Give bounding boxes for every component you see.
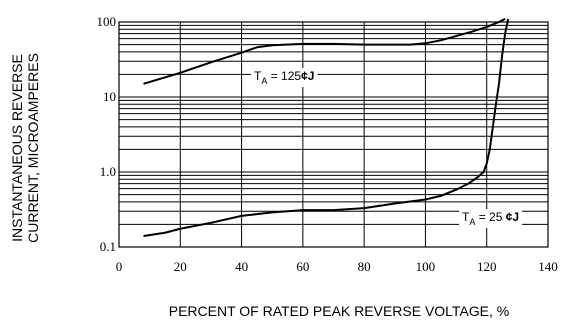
- x-tick-label: 120: [477, 259, 497, 274]
- plot-frame: [118, 21, 549, 248]
- annotation-25: TA = 25 ¢J: [459, 209, 523, 228]
- plot-border: [118, 21, 549, 248]
- y-axis-label-line-1: INSTANTANEOUS REVERSE: [9, 54, 25, 242]
- x-tick-label: 140: [538, 259, 558, 274]
- annotation-125: TA = 125¢J: [251, 68, 318, 87]
- annotation-25-text: TA = 25 ¢J: [462, 210, 519, 227]
- annotation-125-unit: ¢J: [301, 69, 314, 83]
- annotation-25-main: T: [462, 210, 470, 224]
- y-tick-label: 1.0: [100, 164, 116, 179]
- x-tick-label: 60: [296, 259, 309, 274]
- annotation-125-value: = 125: [267, 69, 301, 83]
- annotation-125-main: T: [254, 69, 262, 83]
- y-axis-label: INSTANTANEOUS REVERSE CURRENT, MICROAMPE…: [9, 53, 41, 243]
- x-tick-label: 40: [235, 259, 248, 274]
- x-axis-label: PERCENT OF RATED PEAK REVERSE VOLTAGE, %: [169, 303, 509, 319]
- annotation-125-sub: A: [261, 76, 267, 86]
- annotation-25-value: = 25: [475, 210, 505, 224]
- x-tick-label: 100: [416, 259, 436, 274]
- series-line-1: [143, 18, 506, 85]
- y-tick-label: 10: [103, 89, 116, 104]
- series-group: [143, 18, 510, 238]
- series-line-2: [143, 18, 510, 238]
- tick-labels: 0 20 40 60 80 100 120 140 0.1 1.0 10 100: [97, 14, 558, 274]
- y-tick-label: 100: [97, 14, 117, 29]
- x-tick-label: 20: [174, 259, 187, 274]
- annotation-125-text: TA = 125¢J: [254, 69, 314, 86]
- annotation-25-sub: A: [469, 217, 475, 227]
- y-tick-label: 0.1: [100, 239, 116, 254]
- y-axis-label-line-2: CURRENT, MICROAMPERES: [25, 53, 41, 243]
- x-tick-label: 0: [116, 259, 123, 274]
- x-tick-label: 80: [358, 259, 371, 274]
- annotation-25-unit: ¢J: [506, 210, 519, 224]
- grid: [118, 22, 549, 248]
